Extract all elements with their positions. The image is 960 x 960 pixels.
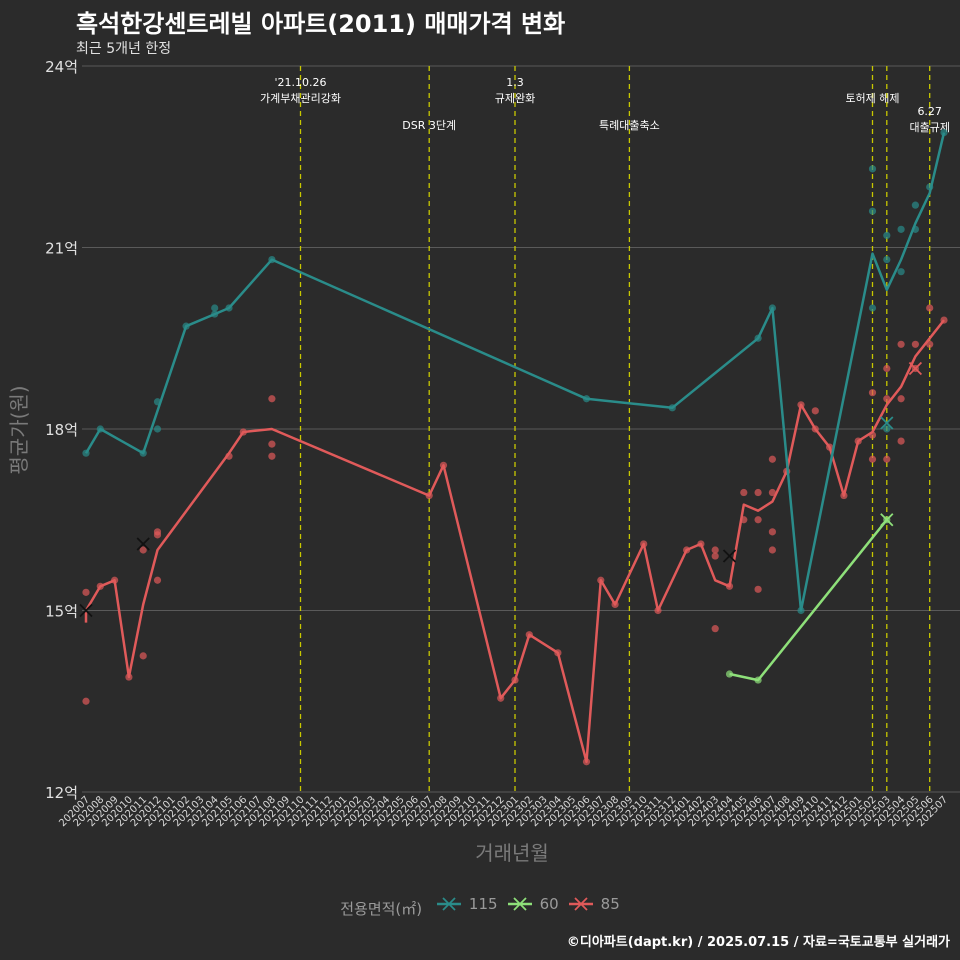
marker-85 bbox=[79, 603, 93, 618]
data-point-85 bbox=[897, 437, 905, 445]
event-label: 1.3 규제완화 bbox=[495, 76, 535, 105]
marker-85 bbox=[136, 537, 150, 551]
data-point-115 bbox=[883, 425, 891, 433]
data-point-115 bbox=[897, 268, 905, 276]
data-point-115 bbox=[868, 207, 877, 215]
legend-item-60: 60 bbox=[506, 894, 559, 914]
data-point-85 bbox=[82, 697, 90, 705]
data-point-115 bbox=[868, 304, 877, 312]
data-point-85 bbox=[754, 516, 762, 524]
y-tick-label: 18억 bbox=[45, 421, 78, 439]
data-point-85 bbox=[139, 546, 147, 554]
series-line-60 bbox=[729, 519, 888, 682]
data-point-85 bbox=[268, 395, 276, 403]
data-point-85 bbox=[711, 625, 719, 633]
legend-label: 115 bbox=[468, 895, 498, 913]
data-point-115 bbox=[211, 304, 219, 312]
marker-85 bbox=[908, 361, 923, 376]
data-point-85 bbox=[153, 531, 162, 539]
event-label: 토허제 해제 bbox=[845, 91, 899, 105]
data-point-85 bbox=[926, 304, 934, 312]
y-tick-label: 15억 bbox=[45, 603, 78, 621]
legend-key-icon bbox=[507, 897, 532, 911]
legend-title: 전용면적(㎡) bbox=[340, 900, 423, 918]
data-point-85 bbox=[768, 546, 777, 554]
data-point-85 bbox=[883, 364, 891, 373]
legend: 전용면적(㎡) 115 60 85 bbox=[0, 894, 960, 919]
legend-label: 60 bbox=[539, 895, 559, 913]
data-point-85 bbox=[754, 488, 762, 497]
data-point-115 bbox=[883, 256, 891, 264]
legend-item-85: 85 bbox=[567, 894, 620, 914]
marker-60 bbox=[880, 513, 894, 527]
event-label: 특례대출축소 bbox=[599, 119, 660, 132]
data-point-85 bbox=[139, 652, 147, 660]
legend-item-115: 115 bbox=[435, 894, 498, 914]
data-point-85 bbox=[868, 455, 877, 463]
data-point-85 bbox=[911, 340, 920, 348]
data-point-85 bbox=[897, 340, 905, 348]
data-point-85 bbox=[711, 546, 719, 554]
data-point-115 bbox=[883, 231, 891, 239]
data-point-85 bbox=[868, 389, 877, 397]
data-point-85 bbox=[768, 488, 777, 497]
legend-key-icon bbox=[568, 897, 593, 911]
series-line-85 bbox=[84, 319, 945, 764]
data-point-85 bbox=[754, 585, 762, 593]
data-point-85 bbox=[897, 395, 905, 403]
data-point-115 bbox=[940, 128, 948, 137]
y-tick-label: 24억 bbox=[45, 58, 78, 76]
data-point-85 bbox=[883, 455, 891, 463]
data-point-85 bbox=[768, 455, 777, 463]
data-point-85 bbox=[768, 528, 777, 536]
y-tick-label: 12억 bbox=[45, 784, 78, 802]
y-tick-label: 21억 bbox=[45, 240, 78, 258]
data-point-85 bbox=[740, 488, 748, 497]
marker-115 bbox=[880, 416, 894, 430]
legend-label: 85 bbox=[600, 895, 620, 913]
data-point-85 bbox=[268, 440, 276, 448]
data-point-115 bbox=[153, 425, 162, 433]
data-point-85 bbox=[268, 452, 276, 460]
chart-subtitle: 최근 5개년 한정 bbox=[76, 41, 172, 57]
legend-key-icon bbox=[436, 897, 461, 911]
data-point-115 bbox=[897, 225, 905, 233]
event-label: '21.10.26 가계부채관리강화 bbox=[260, 76, 341, 105]
x-axis-label: 거래년월 bbox=[475, 841, 549, 865]
data-point-85 bbox=[811, 407, 819, 415]
data-point-115 bbox=[868, 165, 877, 173]
data-point-85 bbox=[82, 588, 90, 596]
data-point-115 bbox=[911, 201, 920, 209]
marker-85 bbox=[722, 549, 737, 563]
data-point-85 bbox=[711, 552, 719, 560]
event-label: DSR 3단계 bbox=[402, 119, 456, 132]
source-caption: ©디아파트(dapt.kr) / 2025.07.15 / 자료=국토교통부 실… bbox=[566, 935, 950, 950]
event-label: 6.27 대출규제 bbox=[909, 105, 949, 134]
y-axis-label: 평균가(원) bbox=[7, 385, 31, 474]
chart-title: 흑석한강센트레빌 아파트(2011) 매매가격 변화 bbox=[76, 10, 566, 38]
data-point-85 bbox=[153, 576, 162, 584]
series-line-115 bbox=[84, 132, 946, 612]
